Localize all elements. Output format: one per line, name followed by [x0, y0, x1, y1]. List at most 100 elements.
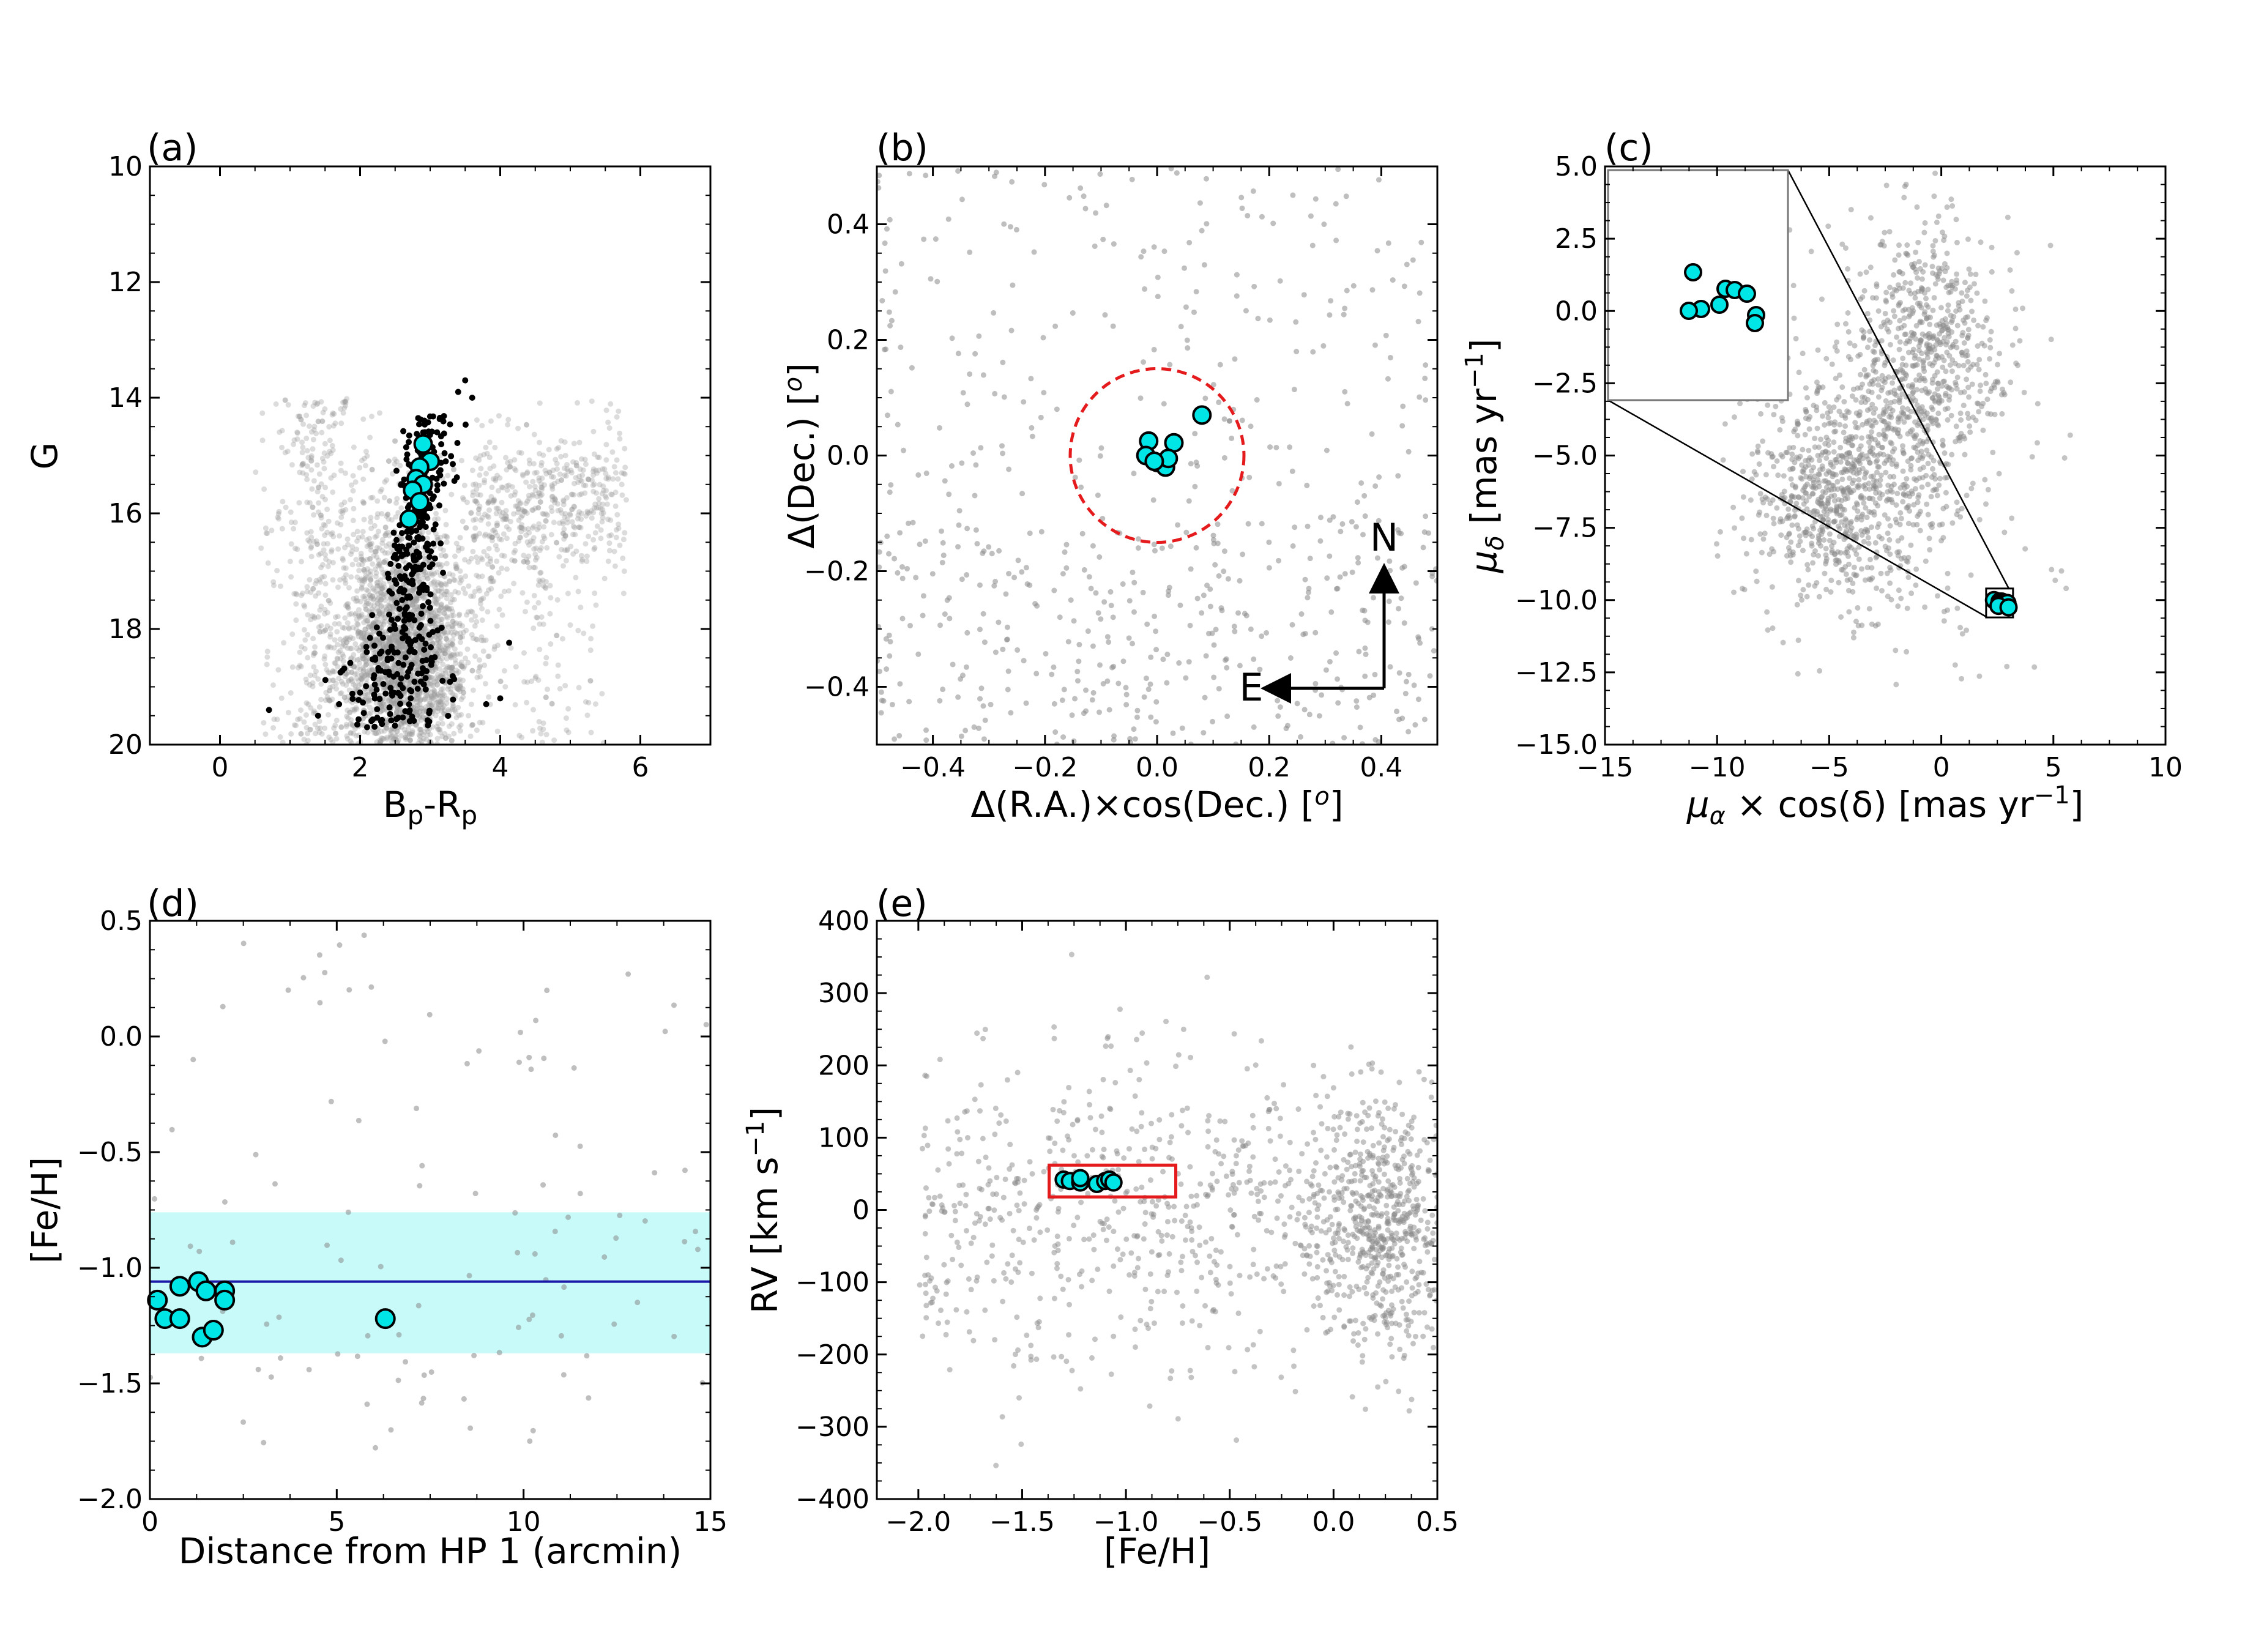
field-star: [394, 729, 400, 735]
field-star: [1096, 709, 1102, 715]
field-star: [468, 593, 474, 599]
field-star: [544, 545, 550, 551]
field-star: [382, 629, 389, 635]
field-star: [359, 556, 365, 562]
field-star: [478, 466, 484, 472]
field-star: [594, 490, 600, 496]
field-star: [474, 727, 480, 733]
member-star: [406, 535, 413, 541]
y-tick-label: 0.2: [827, 325, 869, 356]
field-star: [435, 596, 441, 602]
field-star: [564, 494, 570, 500]
member-star: [356, 696, 362, 703]
field-star: [426, 702, 432, 709]
field-star: [1431, 648, 1437, 654]
field-star: [311, 427, 317, 433]
field-star: [1328, 298, 1334, 304]
field-star: [1141, 286, 1147, 292]
member-star: [393, 537, 400, 543]
field-star: [321, 541, 327, 547]
field-star: [318, 512, 324, 518]
panel-b-sky: N E −0.4 −0.2 0.0 0.2 0.4−0.4−0.20.00.20.4 (…: [780, 127, 1439, 825]
field-star: [434, 677, 441, 683]
field-star: [340, 510, 346, 516]
member-star: [451, 676, 458, 683]
field-star: [378, 488, 384, 494]
field-star: [581, 630, 587, 636]
field-star: [264, 530, 270, 537]
field-star: [1349, 569, 1355, 575]
field-star: [1215, 540, 1221, 546]
member-star: [425, 428, 432, 435]
field-star: [359, 581, 365, 587]
field-star: [1109, 664, 1115, 671]
field-star: [1090, 690, 1097, 696]
member-star: [428, 655, 435, 661]
field-star: [502, 512, 508, 518]
field-star: [1415, 634, 1421, 640]
field-star: [591, 546, 597, 553]
field-star: [373, 588, 379, 594]
field-star: [361, 577, 367, 583]
field-star: [524, 599, 530, 605]
field-star: [344, 639, 350, 646]
panel-b-ylabel: Δ(Dec.) [o]: [780, 363, 822, 549]
field-star: [507, 458, 513, 464]
field-star: [1246, 474, 1253, 480]
field-star: [549, 701, 555, 707]
field-star: [526, 493, 532, 499]
field-star: [334, 628, 340, 634]
field-star: [464, 646, 471, 652]
field-star: [445, 629, 452, 635]
field-star: [318, 696, 324, 702]
member-star: [394, 545, 401, 552]
field-star: [945, 216, 951, 222]
member-star: [371, 691, 378, 698]
field-star: [358, 551, 364, 557]
field-star: [948, 463, 955, 469]
field-star: [477, 530, 483, 537]
field-star: [310, 436, 316, 442]
field-star: [365, 618, 371, 624]
field-star: [1843, 571, 1849, 578]
field-star: [263, 525, 269, 531]
field-star: [486, 455, 493, 461]
field-star: [485, 653, 491, 660]
field-star: [537, 646, 543, 652]
field-star: [362, 627, 368, 633]
field-star: [573, 463, 579, 469]
field-star: [456, 612, 462, 619]
field-star: [515, 498, 521, 504]
field-star: [986, 544, 992, 550]
field-star: [1259, 521, 1265, 527]
field-star: [538, 545, 544, 551]
field-star: [1207, 603, 1213, 609]
field-star: [605, 476, 611, 482]
field-star: [517, 501, 523, 507]
field-star: [562, 532, 568, 538]
field-star: [450, 637, 456, 643]
field-star: [1224, 713, 1231, 720]
field-star: [476, 482, 482, 488]
field-star: [620, 590, 627, 597]
field-star: [973, 527, 979, 533]
field-star: [264, 661, 270, 668]
field-star: [516, 538, 522, 544]
field-star: [534, 614, 540, 620]
field-star: [1337, 574, 1343, 580]
field-star: [1819, 296, 1825, 302]
member-star: [397, 681, 404, 688]
field-star: [958, 733, 964, 739]
field-star: [442, 581, 449, 587]
field-star: [1202, 395, 1208, 401]
field-star: [1097, 662, 1103, 668]
field-star: [369, 467, 375, 473]
y-tick-label: 18: [108, 614, 143, 645]
field-star: [253, 469, 259, 475]
field-star: [1406, 729, 1412, 735]
field-star: [415, 576, 422, 582]
field-star: [401, 727, 408, 733]
field-star: [1305, 595, 1311, 601]
field-star: [420, 709, 426, 715]
field-star: [473, 554, 479, 560]
